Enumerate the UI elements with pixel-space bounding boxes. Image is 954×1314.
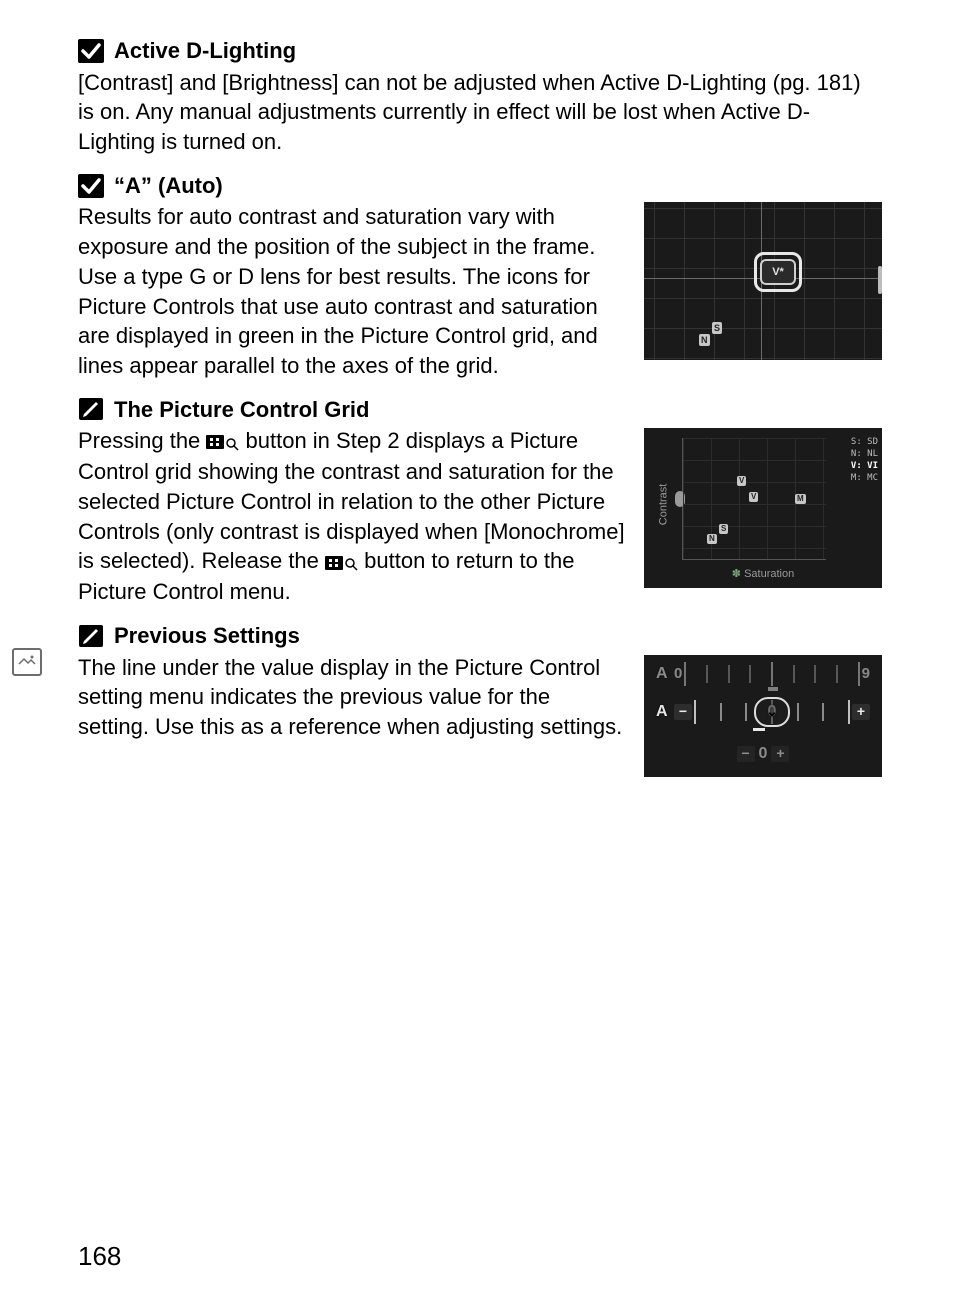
x-axis-label: Saturation (744, 568, 794, 580)
section-body: Pressing the button in Step 2 displays a… (78, 426, 626, 607)
section-body: Results for auto contrast and saturation… (78, 202, 626, 380)
section-title: “A” (Auto) (114, 171, 223, 201)
section-heading: The Picture Control Grid (78, 395, 882, 425)
section-a-auto: “A” (Auto) Results for auto contrast and… (78, 171, 882, 381)
section-title: The Picture Control Grid (114, 395, 369, 425)
section-heading: Previous Settings (78, 621, 882, 651)
grid-point-m: M (795, 494, 806, 504)
slider-plus-cap: + (771, 746, 789, 762)
slider-minus-cap: − (674, 704, 692, 720)
y-axis-label: Contrast (657, 483, 672, 525)
slider-cursor-icon: ⌄ (754, 697, 790, 727)
section-previous-settings: Previous Settings The line under the val… (78, 621, 882, 777)
page-number: 168 (78, 1239, 121, 1274)
figure-picture-control-grid: Contrast V V M S N ✽ Saturation S: SD N:… (644, 428, 882, 588)
legend-item-highlight: V: VI (851, 460, 878, 472)
grid-point-s: S (719, 524, 728, 534)
section-body: [Contrast] and [Brightness] can not be a… (78, 68, 882, 157)
note-pencil-icon (78, 397, 104, 421)
section-active-d-lighting: Active D-Lighting [Contrast] and [Bright… (78, 36, 882, 157)
figure-picture-control-zoom: V* S N (644, 202, 882, 360)
section-body: The line under the value display in the … (78, 653, 626, 742)
slider-minus-cap: − (737, 746, 755, 762)
grid-point-n: N (699, 334, 710, 346)
legend-item: N: NL (851, 448, 878, 460)
section-heading: “A” (Auto) (78, 171, 882, 201)
section-heading: Active D-Lighting (78, 36, 882, 66)
thumbnail-zoom-button-icon (325, 548, 358, 578)
figure-slider-previous-setting: A 0 9 A − (644, 655, 882, 777)
slider-nine: 9 (862, 664, 870, 684)
slider-top-zero: 0 (674, 664, 682, 684)
thumbnail-zoom-button-icon (206, 428, 239, 458)
section-picture-control-grid: The Picture Control Grid Pressing the bu… (78, 395, 882, 608)
side-tab-menu-icon (12, 648, 42, 676)
selected-picture-control-label: V* (760, 259, 796, 285)
body-span: Pressing the (78, 428, 206, 453)
section-title: Active D-Lighting (114, 36, 296, 66)
slider-zero-label: 0 (759, 743, 768, 765)
legend-item: M: MC (851, 472, 878, 484)
note-pencil-icon (78, 624, 104, 648)
slider-plus-cap: + (852, 704, 870, 720)
slider-left-a: A (656, 701, 674, 723)
grid-legend: S: SD N: NL V: VI M: MC (851, 436, 878, 484)
grid-point-s: S (712, 322, 722, 334)
grid-point-v2: V (749, 492, 758, 502)
caution-check-icon (78, 39, 104, 63)
grid-point-n: N (707, 534, 717, 544)
slider-left-a: A (656, 663, 674, 685)
legend-item: S: SD (851, 436, 878, 448)
grid-point-v: V (737, 476, 746, 486)
section-title: Previous Settings (114, 621, 300, 651)
caution-check-icon (78, 174, 104, 198)
